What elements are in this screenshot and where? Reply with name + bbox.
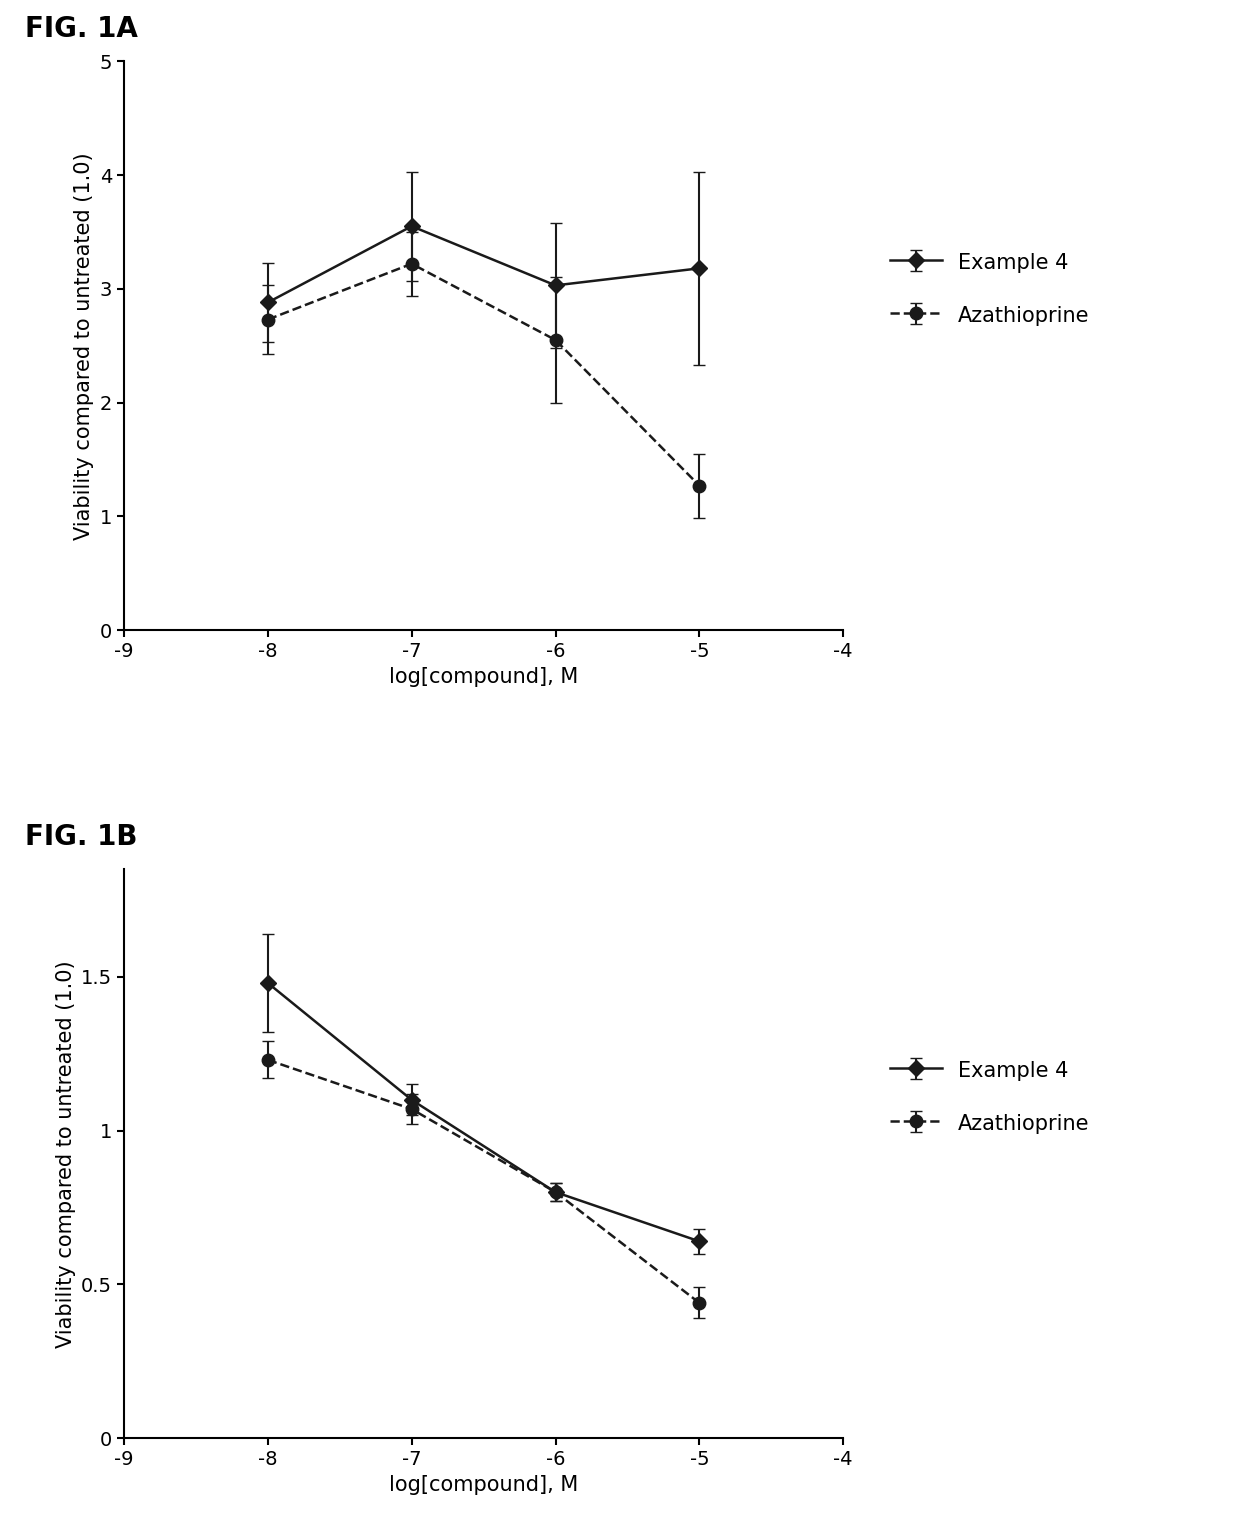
Text: FIG. 1A: FIG. 1A <box>25 15 138 43</box>
X-axis label: log[compound], M: log[compound], M <box>389 667 578 687</box>
Legend: Example 4, Azathioprine: Example 4, Azathioprine <box>889 1059 1090 1134</box>
Y-axis label: Viability compared to untreated (1.0): Viability compared to untreated (1.0) <box>56 959 76 1348</box>
Text: FIG. 1B: FIG. 1B <box>25 823 138 851</box>
Legend: Example 4, Azathioprine: Example 4, Azathioprine <box>889 251 1090 326</box>
X-axis label: log[compound], M: log[compound], M <box>389 1475 578 1495</box>
Y-axis label: Viability compared to untreated (1.0): Viability compared to untreated (1.0) <box>74 151 94 540</box>
